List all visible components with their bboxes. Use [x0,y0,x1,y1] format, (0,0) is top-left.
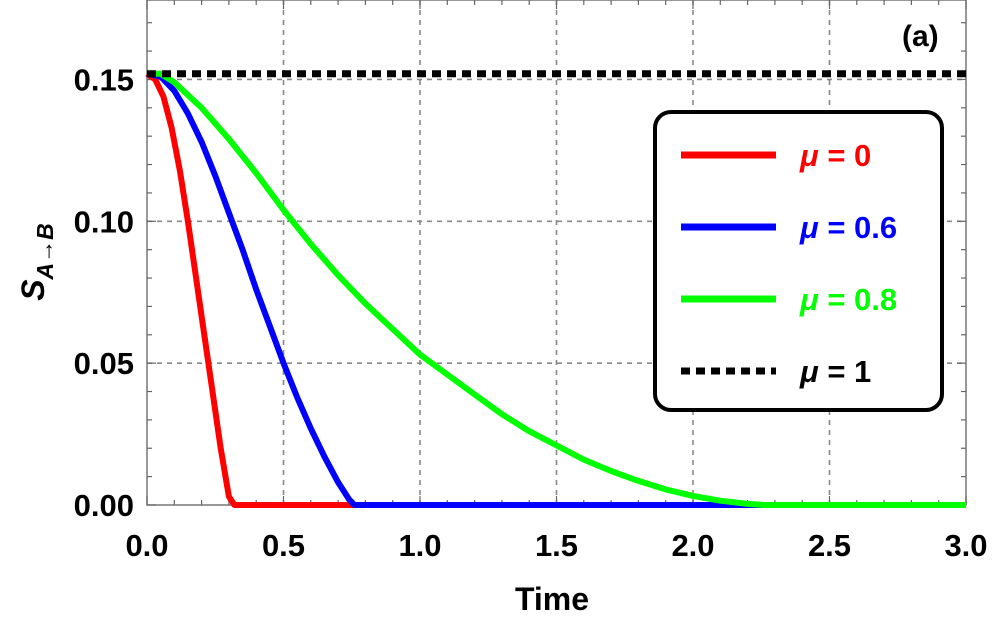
series-line-0 [145,71,966,508]
minor-ticks [146,0,967,506]
x-tick-label: 1.0 [398,528,441,563]
x-tick-label: 2.5 [808,528,851,563]
legend-item: μ = 1 [681,354,871,389]
legend-label: μ = 0.8 [799,282,897,317]
y-axis-label-main: S [15,279,51,301]
x-tick-label: 2.0 [671,528,714,563]
y-tick-label: 0.10 [74,204,134,239]
y-tick-labels: 0.00 0.05 0.10 0.15 [74,62,134,523]
series-line-1 [146,70,966,508]
series-line-2 [147,70,966,508]
legend: μ = 0 μ = 0.6 μ = 0.8 μ = 1 [653,110,944,412]
series-layer [145,70,966,508]
svg-text:SA→B: SA→B [15,223,58,301]
y-tick-label: 0.05 [74,346,134,381]
legend-item: μ = 0.6 [681,210,897,245]
x-tick-label: 3.0 [944,528,987,563]
legend-label: μ = 0 [799,138,871,173]
x-tick-label: 0.0 [125,528,168,563]
panel-label: (a) [902,20,939,53]
y-tick-label: 0.15 [74,62,134,97]
y-axis-label: SA→B [15,223,58,301]
legend-label: μ = 1 [799,354,871,389]
x-axis-label: Time [515,581,589,617]
x-tick-label: 1.5 [535,528,578,563]
y-axis-label-subscript: A→B [32,223,58,280]
legend-label: μ = 0.6 [799,210,897,245]
x-tick-label: 0.5 [262,528,305,563]
legend-item: μ = 0 [681,138,871,173]
legend-item: μ = 0.8 [681,282,897,317]
x-tick-labels: 0.0 0.5 1.0 1.5 2.0 2.5 3.0 [125,528,987,563]
y-tick-label: 0.00 [74,488,134,523]
legend-box [653,110,944,412]
